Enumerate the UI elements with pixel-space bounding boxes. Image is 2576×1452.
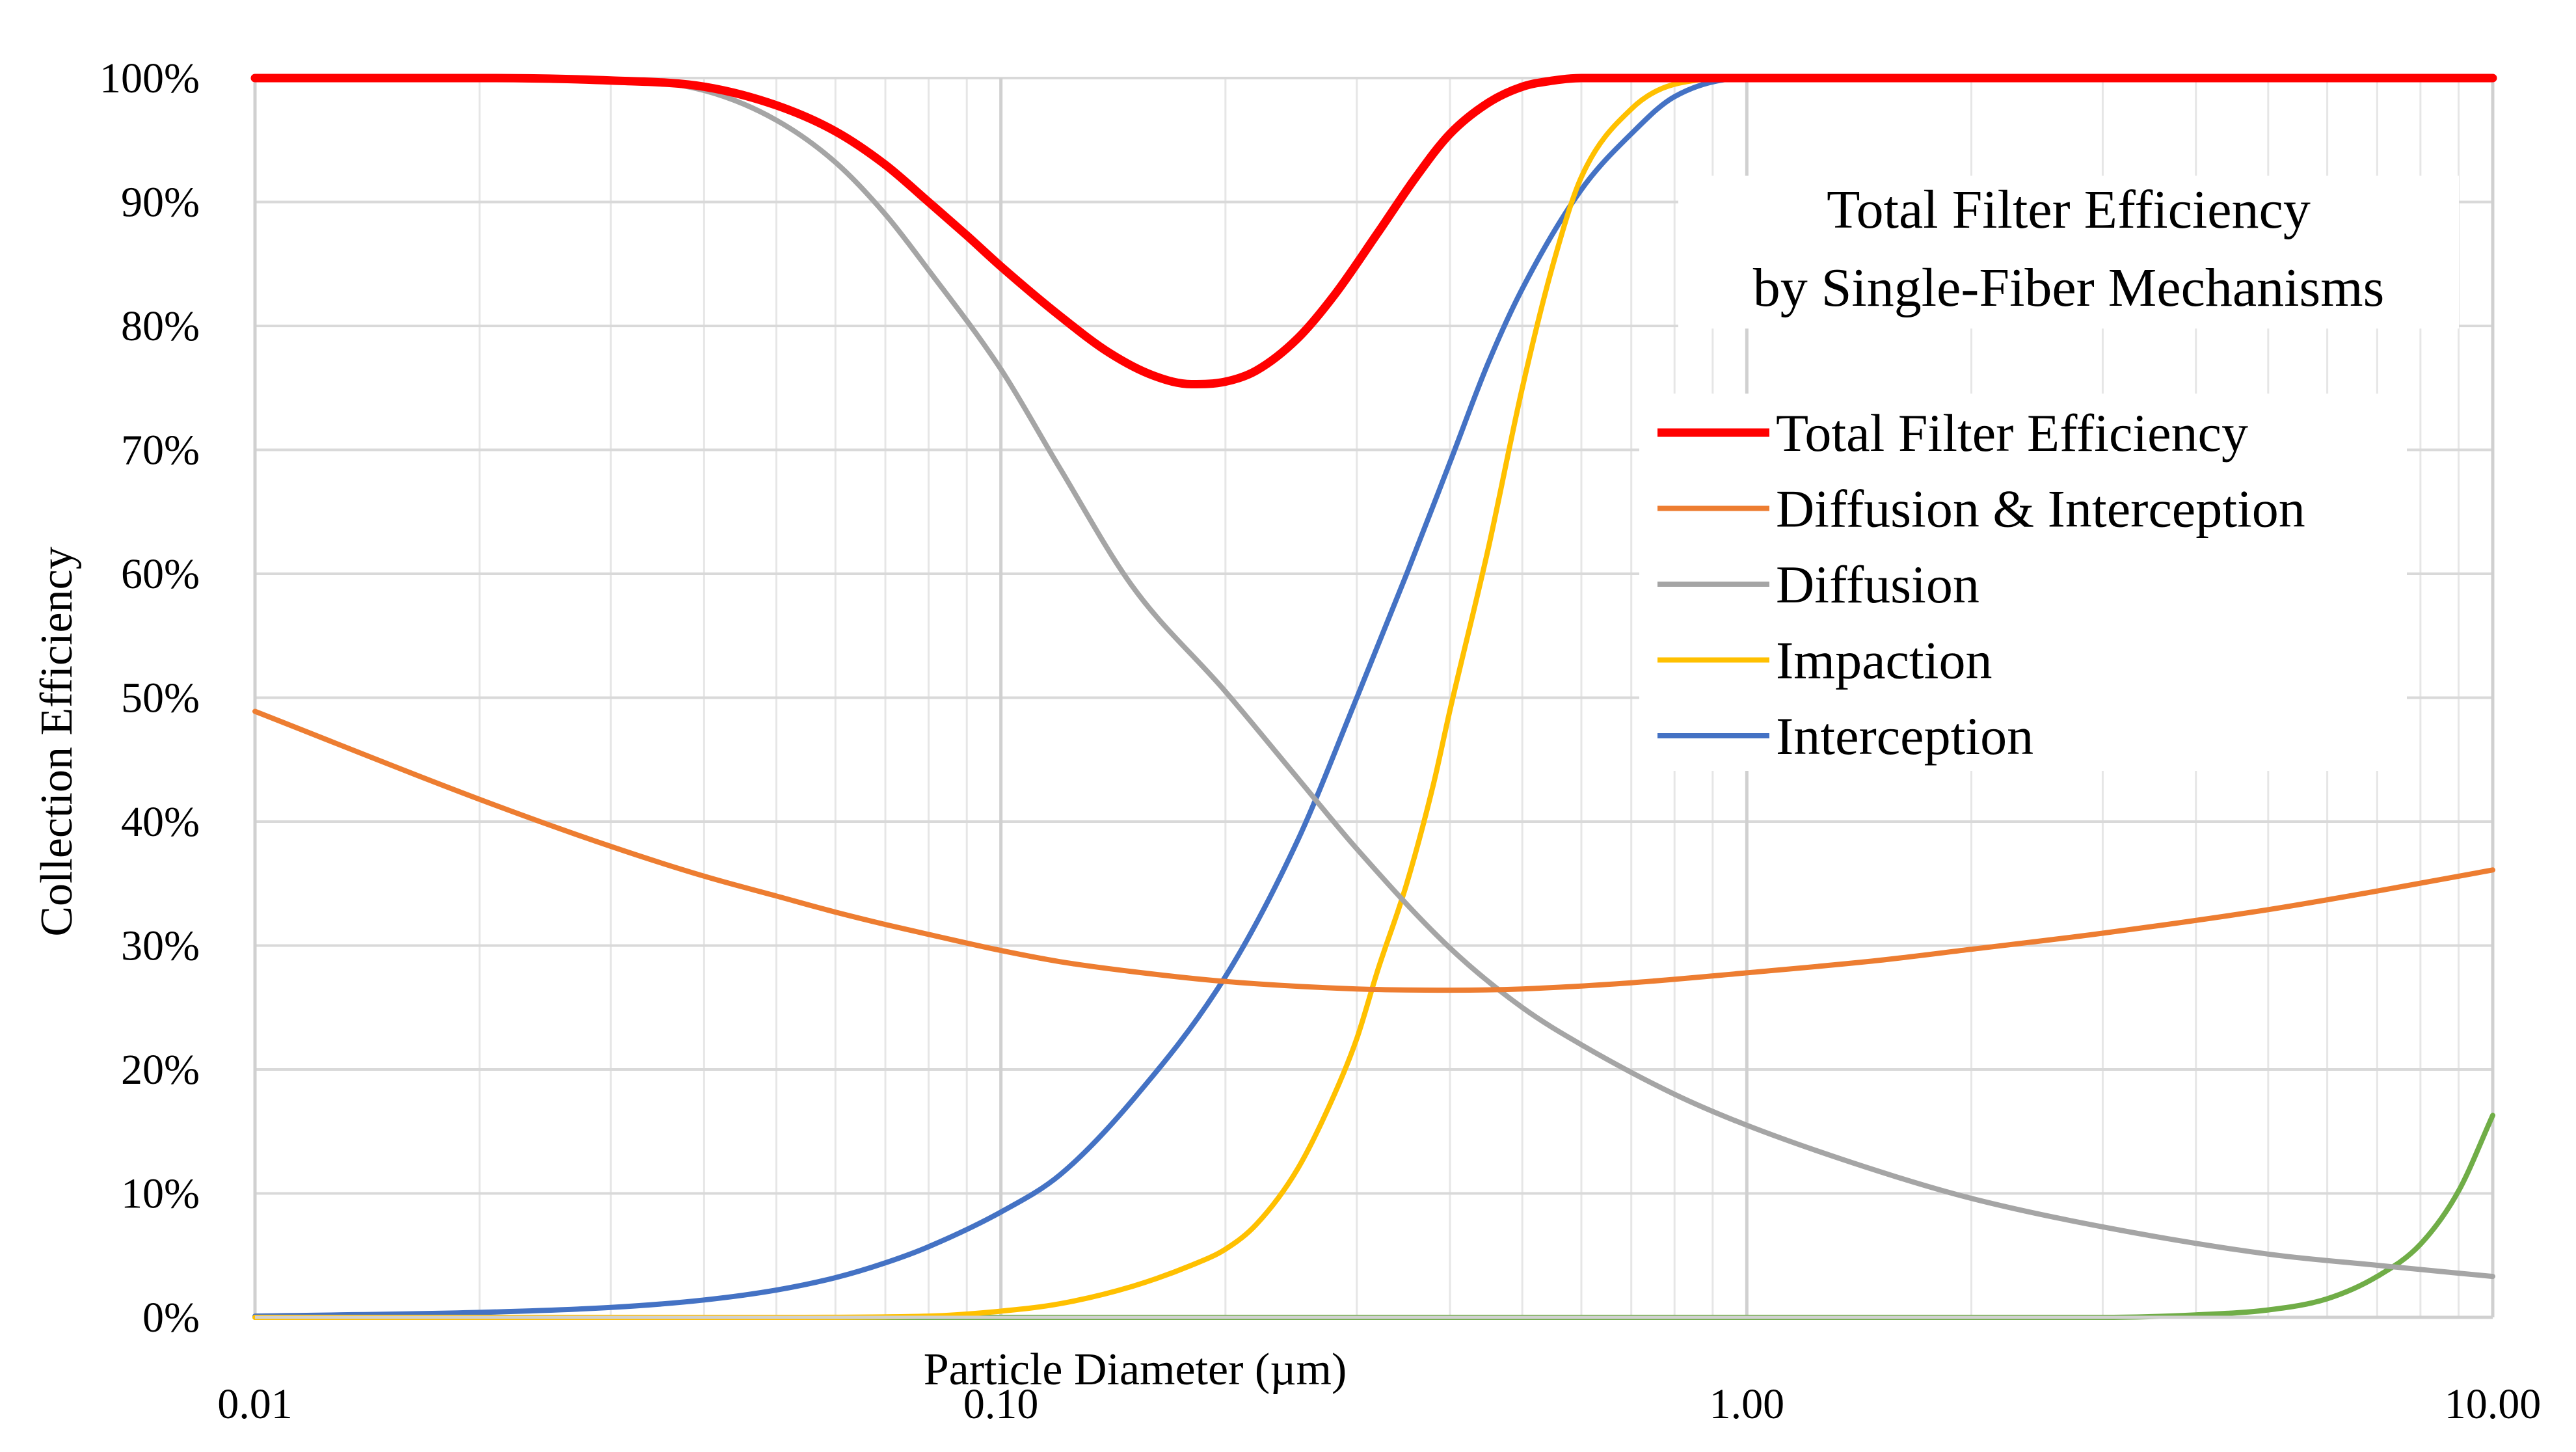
x-tick-label: 0.10 (963, 1380, 1039, 1428)
inset-title-box: Total Filter Efficiency by Single-Fiber … (1678, 176, 2459, 329)
grid-major (253, 77, 2495, 1317)
y-tick-label: 20% (121, 1046, 200, 1094)
x-tick-label: 1.00 (1710, 1380, 1785, 1428)
y-tick-label: 50% (121, 675, 200, 722)
series-line-diffusion (252, 75, 2495, 1280)
y-axis-title: Collection Efficiency (32, 546, 82, 936)
x-tick-label: 0.01 (217, 1380, 293, 1428)
y-tick-label: 0% (142, 1294, 200, 1341)
y-tick-label: 30% (121, 922, 200, 970)
legend-label-impaction: Impaction (1776, 631, 1992, 690)
y-tick-label: 70% (121, 427, 200, 474)
inset-title-line-1: Total Filter Efficiency (1827, 180, 2311, 240)
inset-title-background (1678, 176, 2459, 329)
x-tick-labels: 0.01 0.10 1.00 10.00 (217, 1380, 2541, 1428)
legend-label-interception: Interception (1776, 706, 2033, 766)
legend-label-total-filter-efficiency: Total Filter Efficiency (1776, 403, 2248, 463)
y-tick-label: 40% (121, 798, 200, 846)
legend: Total Filter Efficiency Diffusion & Inter… (1639, 394, 2407, 771)
y-tick-label: 80% (121, 302, 200, 350)
y-tick-label: 100% (100, 55, 200, 102)
series-line-total-filter-efficiency (250, 74, 2497, 388)
inset-title-line-2: by Single-Fiber Mechanisms (1753, 258, 2385, 318)
y-tick-label: 90% (121, 179, 200, 226)
legend-label-diffusion-interception: Diffusion & Interception (1776, 479, 2305, 539)
y-tick-label: 60% (121, 550, 200, 598)
y-tick-labels: 0% 10% 20% 30% 40% 50% 60% 70% 80% 90% 100% (100, 55, 200, 1341)
legend-label-diffusion: Diffusion (1776, 555, 1979, 614)
x-tick-label: 10.00 (2445, 1380, 2542, 1428)
x-axis-title: Particle Diameter (µm) (924, 1345, 1347, 1395)
y-tick-label: 10% (121, 1170, 200, 1218)
series-line-diffusion-interception (252, 708, 2495, 993)
